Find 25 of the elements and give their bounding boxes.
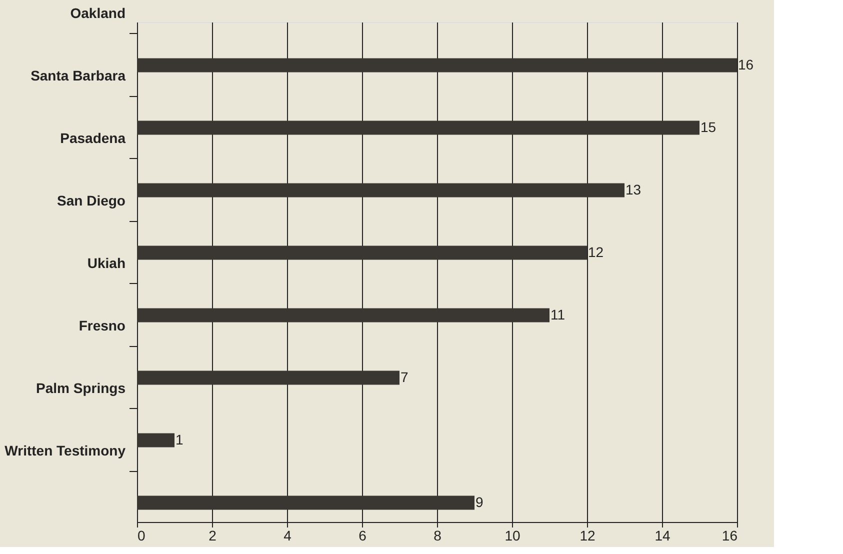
x-tick-label: 16 — [722, 528, 738, 544]
x-tick-label: 6 — [358, 528, 367, 544]
y-tick-label: Oakland — [70, 4, 126, 21]
x-tick-label: 10 — [504, 528, 520, 544]
x-tick-label: 4 — [284, 528, 292, 544]
x-tick-label: 8 — [434, 528, 442, 544]
y-tick-label: Ukiah — [87, 254, 126, 271]
data-label: 7 — [400, 368, 408, 385]
y-tick-label: Santa Barbara — [30, 67, 126, 84]
y-tick-label: San Diego — [57, 192, 126, 208]
x-tick-label: 2 — [208, 528, 217, 544]
data-label: 11 — [550, 306, 566, 322]
data-label: 15 — [700, 118, 716, 135]
x-tick-label: 12 — [580, 528, 596, 544]
y-tick-label: Palm Springs — [36, 380, 126, 396]
x-tick-label: 14 — [654, 528, 670, 544]
y-tick-label: Fresno — [78, 317, 126, 334]
data-label: 9 — [476, 494, 484, 510]
data-label: 13 — [626, 181, 642, 198]
data-label: 1 — [176, 431, 184, 448]
y-tick-label: Written Testimony — [4, 442, 126, 458]
y-tick-label: Pasadena — [60, 130, 126, 146]
data-label: 12 — [588, 244, 604, 260]
data-label: 16 — [738, 56, 754, 72]
x-tick-label: 0 — [138, 528, 146, 544]
